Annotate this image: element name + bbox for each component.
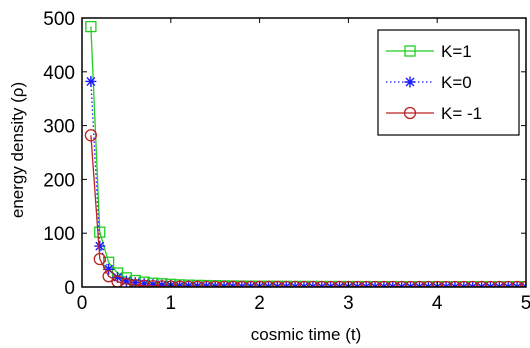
y-tick-label: 0 bbox=[64, 278, 75, 299]
data-point-star bbox=[183, 280, 195, 287]
axis-ticks: 0 1 2 3 4 5 0 100 200 300 400 500 bbox=[43, 9, 530, 314]
y-tick-label: 200 bbox=[43, 170, 75, 191]
data-point-star bbox=[94, 240, 106, 252]
legend-entry: K=1 bbox=[386, 42, 472, 61]
x-tick-label: 0 bbox=[77, 293, 88, 314]
legend-label: K=1 bbox=[441, 42, 472, 61]
x-axis-label: cosmic time (t) bbox=[251, 325, 362, 344]
legend-marker-square bbox=[404, 45, 416, 57]
data-point-circle bbox=[84, 129, 98, 142]
data-point-star bbox=[138, 278, 150, 287]
legend-label: K= -1 bbox=[441, 104, 482, 123]
x-tick-label: 2 bbox=[254, 293, 265, 314]
legend-entry: K= -1 bbox=[386, 104, 482, 123]
y-tick-label: 100 bbox=[43, 224, 75, 245]
legend-marker-star bbox=[404, 76, 416, 88]
data-point-circle bbox=[111, 275, 124, 287]
legend-label: K=0 bbox=[441, 73, 472, 92]
data-point-star bbox=[120, 275, 132, 287]
legend-entry: K=0 bbox=[386, 73, 472, 92]
y-axis-label: energy density (ρ) bbox=[8, 82, 27, 218]
data-point-star bbox=[147, 279, 159, 287]
x-tick-label: 3 bbox=[343, 293, 354, 314]
data-point-circle bbox=[102, 270, 115, 283]
series-3 bbox=[84, 129, 526, 287]
legend-box bbox=[377, 29, 520, 136]
plot-area-frame bbox=[81, 17, 527, 288]
x-tick-label: 4 bbox=[432, 293, 443, 314]
data-point-star bbox=[129, 277, 141, 287]
data-point-square bbox=[85, 20, 97, 33]
data-point-star bbox=[174, 280, 186, 287]
data-point-star bbox=[156, 279, 168, 287]
data-point-star bbox=[191, 280, 203, 287]
data-point-star bbox=[85, 75, 97, 87]
data-point-circle bbox=[120, 277, 133, 287]
data-point-circle bbox=[146, 279, 160, 287]
data-point-star bbox=[103, 263, 115, 275]
data-point-circle bbox=[129, 278, 142, 287]
data-point-circle bbox=[93, 252, 106, 266]
data-point-star bbox=[112, 271, 124, 283]
series-line bbox=[90, 135, 526, 287]
data-point-square bbox=[94, 226, 106, 238]
data-point-circle bbox=[138, 279, 151, 287]
y-tick-label: 300 bbox=[43, 117, 75, 138]
x-tick-label: 1 bbox=[166, 293, 177, 314]
y-tick-label: 500 bbox=[43, 9, 75, 30]
y-tick-label: 400 bbox=[43, 63, 75, 84]
x-tick-label: 5 bbox=[521, 293, 530, 314]
legend-marker-circle bbox=[403, 106, 417, 120]
legend: K=1 K=0 K= -1 bbox=[377, 29, 520, 136]
